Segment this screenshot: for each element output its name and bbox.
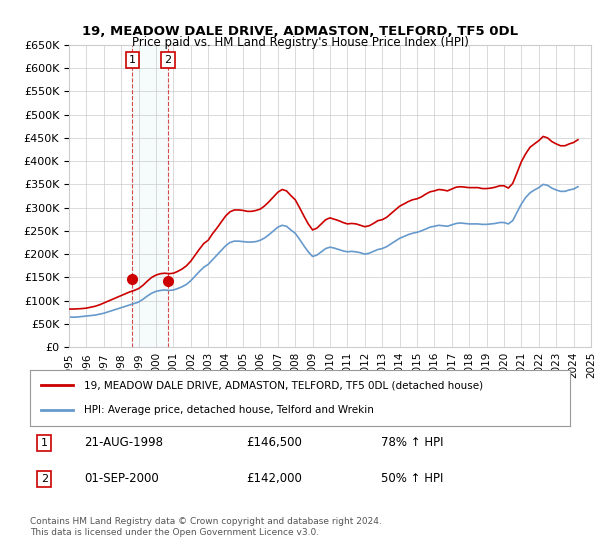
Text: 19, MEADOW DALE DRIVE, ADMASTON, TELFORD, TF5 0DL (detached house): 19, MEADOW DALE DRIVE, ADMASTON, TELFORD… xyxy=(84,380,483,390)
Text: 2: 2 xyxy=(164,55,171,65)
Text: 78% ↑ HPI: 78% ↑ HPI xyxy=(381,436,443,449)
Text: 1: 1 xyxy=(129,55,136,65)
Text: This data is licensed under the Open Government Licence v3.0.: This data is licensed under the Open Gov… xyxy=(30,528,319,537)
Text: 21-AUG-1998: 21-AUG-1998 xyxy=(84,436,163,449)
Text: 01-SEP-2000: 01-SEP-2000 xyxy=(84,473,159,486)
Text: 1: 1 xyxy=(41,438,48,448)
Bar xyxy=(133,45,167,347)
Text: £146,500: £146,500 xyxy=(246,436,302,449)
Text: 19, MEADOW DALE DRIVE, ADMASTON, TELFORD, TF5 0DL: 19, MEADOW DALE DRIVE, ADMASTON, TELFORD… xyxy=(82,25,518,38)
Text: 50% ↑ HPI: 50% ↑ HPI xyxy=(381,473,443,486)
Text: 2: 2 xyxy=(41,474,48,484)
Text: Contains HM Land Registry data © Crown copyright and database right 2024.: Contains HM Land Registry data © Crown c… xyxy=(30,516,382,526)
Text: Price paid vs. HM Land Registry's House Price Index (HPI): Price paid vs. HM Land Registry's House … xyxy=(131,36,469,49)
Text: £142,000: £142,000 xyxy=(246,473,302,486)
Text: HPI: Average price, detached house, Telford and Wrekin: HPI: Average price, detached house, Telf… xyxy=(84,405,374,415)
